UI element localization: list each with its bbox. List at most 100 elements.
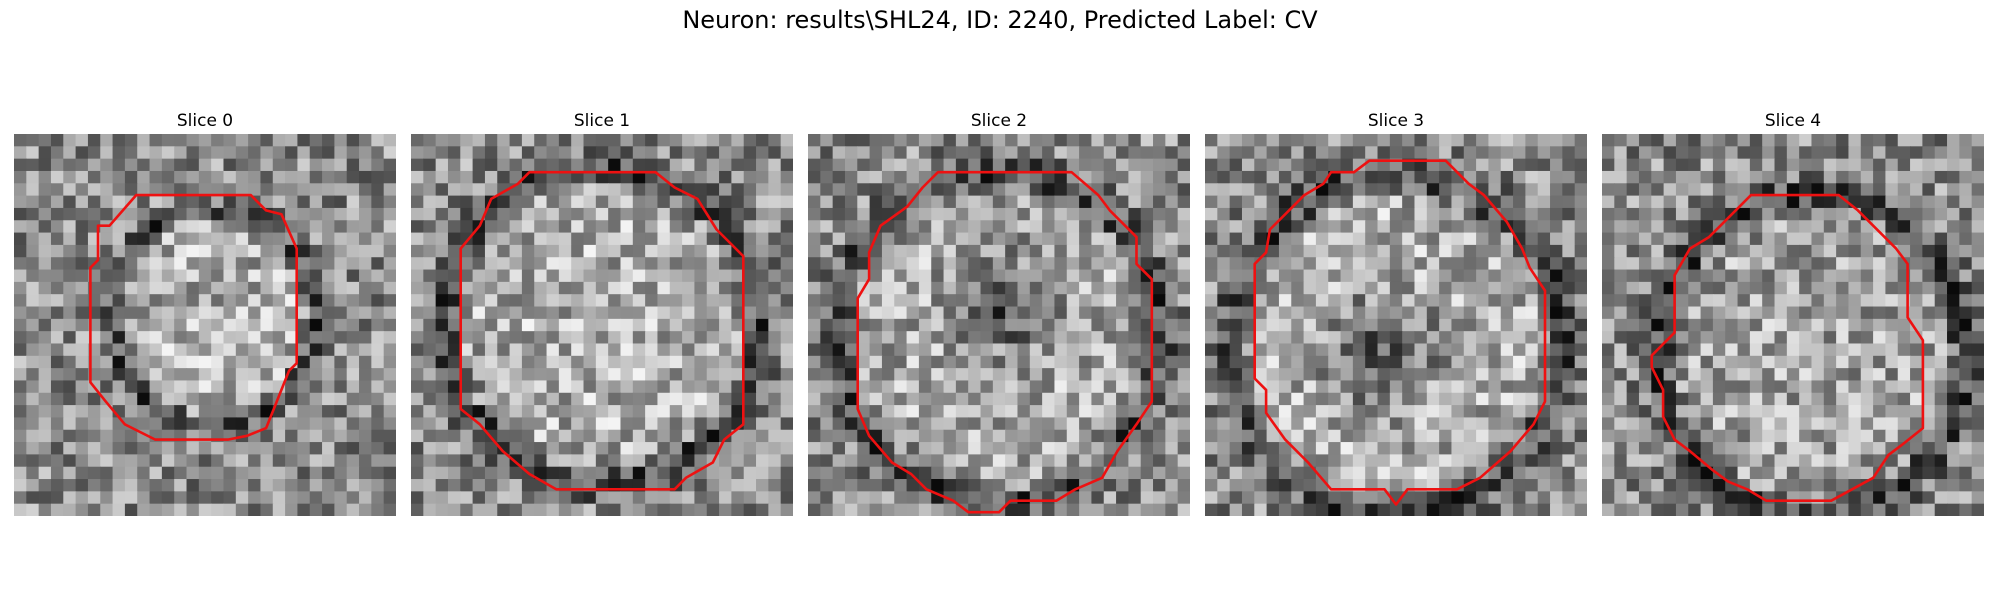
image-pixel xyxy=(423,146,437,160)
image-pixel xyxy=(743,479,757,492)
image-pixel xyxy=(1278,454,1292,468)
image-pixel xyxy=(894,269,908,283)
image-pixel xyxy=(1116,380,1129,394)
image-pixel xyxy=(1217,207,1231,221)
image-pixel xyxy=(124,442,138,455)
image-pixel xyxy=(411,442,424,455)
image-pixel xyxy=(1823,170,1837,184)
image-pixel xyxy=(161,355,175,369)
image-pixel xyxy=(943,368,957,382)
image-pixel xyxy=(894,491,908,505)
image-pixel xyxy=(1241,318,1255,332)
image-pixel xyxy=(1513,355,1526,369)
image-pixel xyxy=(558,355,572,369)
image-pixel xyxy=(1749,306,1763,320)
image-pixel xyxy=(1291,269,1305,283)
image-pixel xyxy=(1799,220,1813,234)
image-pixel xyxy=(1910,207,1923,221)
image-pixel xyxy=(1885,318,1899,332)
image-pixel xyxy=(383,183,396,197)
image-pixel xyxy=(1860,454,1874,468)
image-pixel xyxy=(1675,343,1689,357)
image-pixel xyxy=(844,454,858,468)
image-pixel xyxy=(346,343,360,357)
image-pixel xyxy=(1513,331,1526,345)
image-pixel xyxy=(1848,294,1862,308)
image-pixel xyxy=(137,220,151,234)
image-pixel xyxy=(137,405,151,419)
image-pixel xyxy=(1029,207,1043,221)
image-pixel xyxy=(1688,331,1702,345)
image-pixel xyxy=(1463,380,1477,394)
image-pixel xyxy=(1860,392,1874,406)
image-pixel xyxy=(844,503,858,516)
image-pixel xyxy=(768,134,782,147)
image-pixel xyxy=(460,331,474,345)
image-pixel xyxy=(1947,170,1960,184)
image-pixel xyxy=(706,491,720,505)
image-pixel xyxy=(1377,244,1391,258)
image-pixel xyxy=(1885,355,1899,369)
image-pixel xyxy=(285,479,299,492)
image-pixel xyxy=(1315,454,1329,468)
image-pixel xyxy=(1352,183,1366,197)
image-pixel xyxy=(1054,479,1068,492)
image-pixel xyxy=(346,429,360,443)
image-pixel xyxy=(1513,417,1526,431)
image-pixel xyxy=(1786,380,1800,394)
image-pixel xyxy=(435,281,449,295)
image-pixel xyxy=(248,454,262,468)
image-pixel xyxy=(1663,158,1677,172)
image-pixel xyxy=(38,318,52,332)
image-pixel xyxy=(906,232,920,246)
image-pixel xyxy=(1823,479,1837,492)
image-pixel xyxy=(1153,429,1166,443)
image-pixel xyxy=(780,491,793,505)
image-pixel xyxy=(1116,183,1129,197)
image-pixel xyxy=(497,257,511,271)
image-pixel xyxy=(1725,355,1739,369)
image-pixel xyxy=(198,343,212,357)
image-pixel xyxy=(1488,392,1502,406)
image-pixel xyxy=(248,195,262,209)
image-pixel xyxy=(1550,479,1563,492)
image-pixel xyxy=(1897,466,1911,480)
image-pixel xyxy=(1153,479,1166,492)
image-pixel xyxy=(1675,232,1689,246)
image-pixel xyxy=(521,405,535,419)
image-pixel xyxy=(1934,466,1948,480)
image-pixel xyxy=(1426,331,1440,345)
image-pixel xyxy=(1762,454,1776,468)
image-pixel xyxy=(756,429,769,443)
image-pixel xyxy=(112,368,126,382)
image-pixel xyxy=(211,170,225,184)
image-pixel xyxy=(620,503,634,516)
image-pixel xyxy=(75,442,89,455)
image-pixel xyxy=(1091,392,1105,406)
image-pixel xyxy=(38,503,52,516)
image-pixel xyxy=(992,479,1006,492)
image-pixel xyxy=(1774,269,1788,283)
image-pixel xyxy=(383,195,396,209)
image-pixel xyxy=(620,306,634,320)
image-pixel xyxy=(731,318,745,332)
image-pixel xyxy=(1626,331,1640,345)
image-pixel xyxy=(423,306,437,320)
image-pixel xyxy=(521,146,535,160)
image-pixel xyxy=(1278,392,1292,406)
image-pixel xyxy=(632,503,646,516)
image-pixel xyxy=(1614,269,1628,283)
image-pixel xyxy=(1315,207,1329,221)
image-pixel xyxy=(75,417,89,431)
image-pixel xyxy=(943,503,957,516)
image-pixel xyxy=(1799,466,1813,480)
image-pixel xyxy=(371,281,385,295)
image-pixel xyxy=(223,454,237,468)
image-pixel xyxy=(1153,442,1166,455)
image-pixel xyxy=(1786,257,1800,271)
image-pixel xyxy=(1451,355,1465,369)
image-pixel xyxy=(383,170,396,184)
image-pixel xyxy=(645,417,659,431)
image-pixel xyxy=(346,158,360,172)
image-pixel xyxy=(198,269,212,283)
